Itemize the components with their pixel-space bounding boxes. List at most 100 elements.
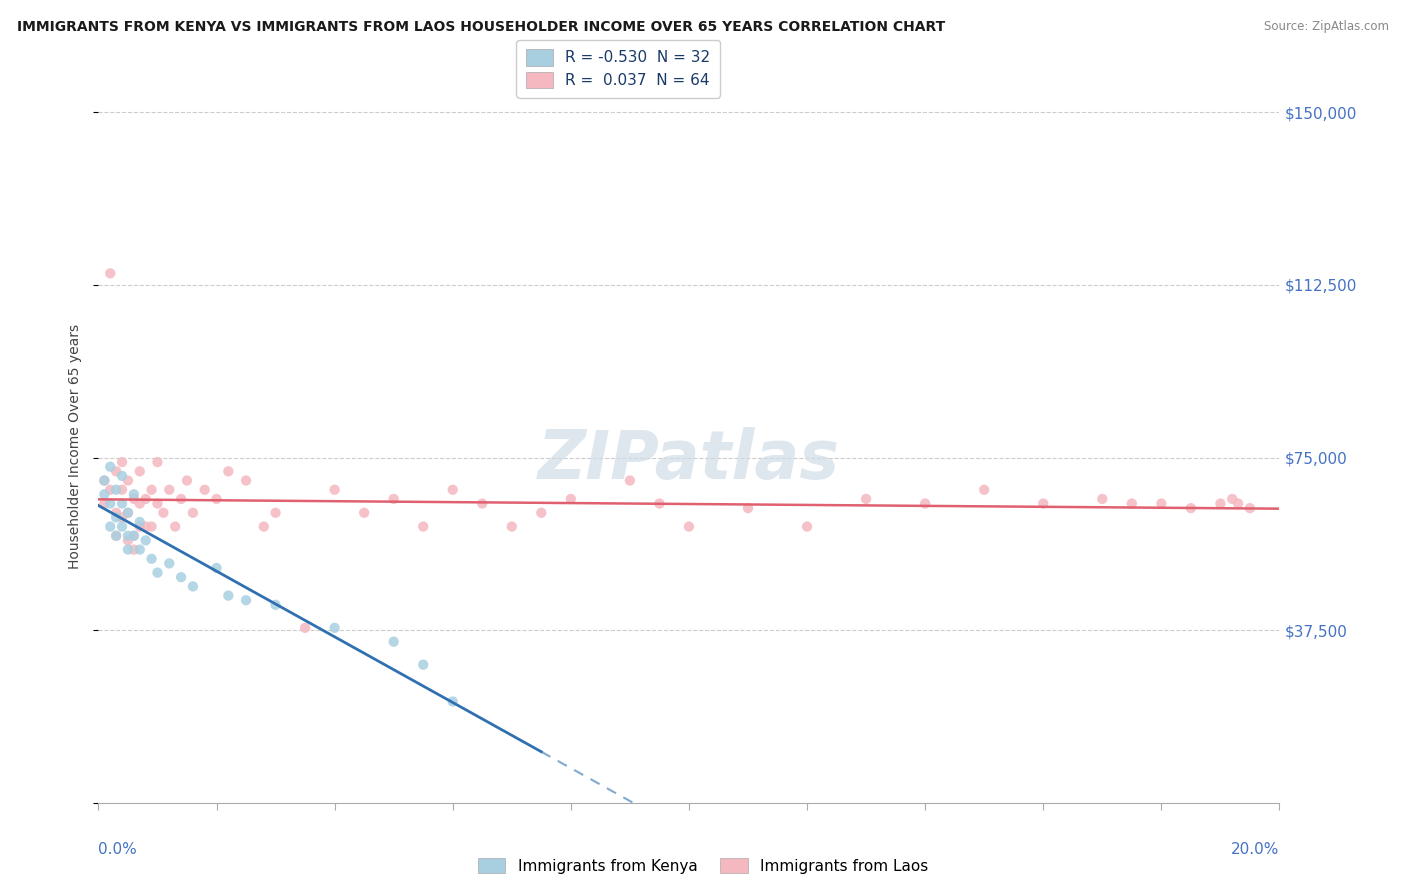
Point	[135, 519, 157, 533]
Point	[412, 519, 434, 533]
Point	[441, 694, 464, 708]
Point	[98, 483, 121, 497]
Point	[122, 529, 145, 543]
Point	[353, 506, 375, 520]
Point	[1227, 497, 1250, 511]
Legend: Immigrants from Kenya, Immigrants from Laos: Immigrants from Kenya, Immigrants from L…	[471, 852, 935, 880]
Point	[105, 529, 128, 543]
Y-axis label: Householder Income Over 65 years: Householder Income Over 65 years	[69, 324, 83, 568]
Point	[93, 497, 115, 511]
Point	[157, 483, 180, 497]
Point	[117, 474, 139, 488]
Point	[165, 519, 187, 533]
Point	[253, 519, 276, 533]
Point	[141, 483, 163, 497]
Point	[176, 474, 198, 488]
Point	[98, 497, 121, 511]
Point	[111, 483, 134, 497]
Text: IMMIGRANTS FROM KENYA VS IMMIGRANTS FROM LAOS HOUSEHOLDER INCOME OVER 65 YEARS C: IMMIGRANTS FROM KENYA VS IMMIGRANTS FROM…	[17, 20, 945, 34]
Point	[93, 487, 115, 501]
Point	[117, 506, 139, 520]
Point	[1032, 497, 1054, 511]
Point	[264, 506, 287, 520]
Point	[217, 589, 239, 603]
Point	[105, 510, 128, 524]
Point	[135, 533, 157, 548]
Point	[122, 487, 145, 501]
Point	[205, 561, 228, 575]
Point	[382, 634, 405, 648]
Point	[217, 464, 239, 478]
Point	[1209, 497, 1232, 511]
Text: 20.0%: 20.0%	[1232, 842, 1279, 857]
Point	[914, 497, 936, 511]
Point	[152, 506, 174, 520]
Point	[111, 510, 134, 524]
Point	[111, 497, 134, 511]
Point	[678, 519, 700, 533]
Point	[141, 551, 163, 566]
Point	[619, 474, 641, 488]
Point	[128, 515, 150, 529]
Point	[323, 483, 346, 497]
Point	[117, 542, 139, 557]
Point	[855, 491, 877, 506]
Point	[973, 483, 995, 497]
Point	[441, 483, 464, 497]
Point	[530, 506, 553, 520]
Point	[170, 491, 193, 506]
Point	[235, 474, 257, 488]
Point	[412, 657, 434, 672]
Point	[323, 621, 346, 635]
Point	[1150, 497, 1173, 511]
Point	[135, 491, 157, 506]
Point	[235, 593, 257, 607]
Point	[128, 519, 150, 533]
Point	[1091, 491, 1114, 506]
Point	[117, 529, 139, 543]
Point	[194, 483, 217, 497]
Point	[471, 497, 494, 511]
Point	[382, 491, 405, 506]
Point	[501, 519, 523, 533]
Point	[141, 519, 163, 533]
Point	[93, 474, 115, 488]
Point	[111, 469, 134, 483]
Point	[111, 519, 134, 533]
Point	[796, 519, 818, 533]
Point	[146, 455, 169, 469]
Point	[146, 497, 169, 511]
Point	[128, 464, 150, 478]
Point	[111, 455, 134, 469]
Point	[98, 519, 121, 533]
Point	[98, 266, 121, 280]
Legend: R = -0.530  N = 32, R =  0.037  N = 64: R = -0.530 N = 32, R = 0.037 N = 64	[516, 40, 720, 97]
Text: Source: ZipAtlas.com: Source: ZipAtlas.com	[1264, 20, 1389, 33]
Point	[105, 483, 128, 497]
Point	[122, 491, 145, 506]
Point	[181, 506, 204, 520]
Point	[170, 570, 193, 584]
Point	[117, 506, 139, 520]
Point	[294, 621, 316, 635]
Point	[146, 566, 169, 580]
Point	[648, 497, 671, 511]
Point	[105, 506, 128, 520]
Point	[105, 464, 128, 478]
Point	[264, 598, 287, 612]
Point	[1180, 501, 1202, 516]
Point	[128, 497, 150, 511]
Point	[560, 491, 582, 506]
Point	[122, 542, 145, 557]
Point	[117, 533, 139, 548]
Point	[205, 491, 228, 506]
Point	[157, 557, 180, 571]
Point	[1220, 491, 1243, 506]
Point	[128, 542, 150, 557]
Point	[105, 529, 128, 543]
Point	[98, 459, 121, 474]
Text: ZIPatlas: ZIPatlas	[538, 427, 839, 493]
Point	[1239, 501, 1261, 516]
Point	[1121, 497, 1143, 511]
Point	[737, 501, 759, 516]
